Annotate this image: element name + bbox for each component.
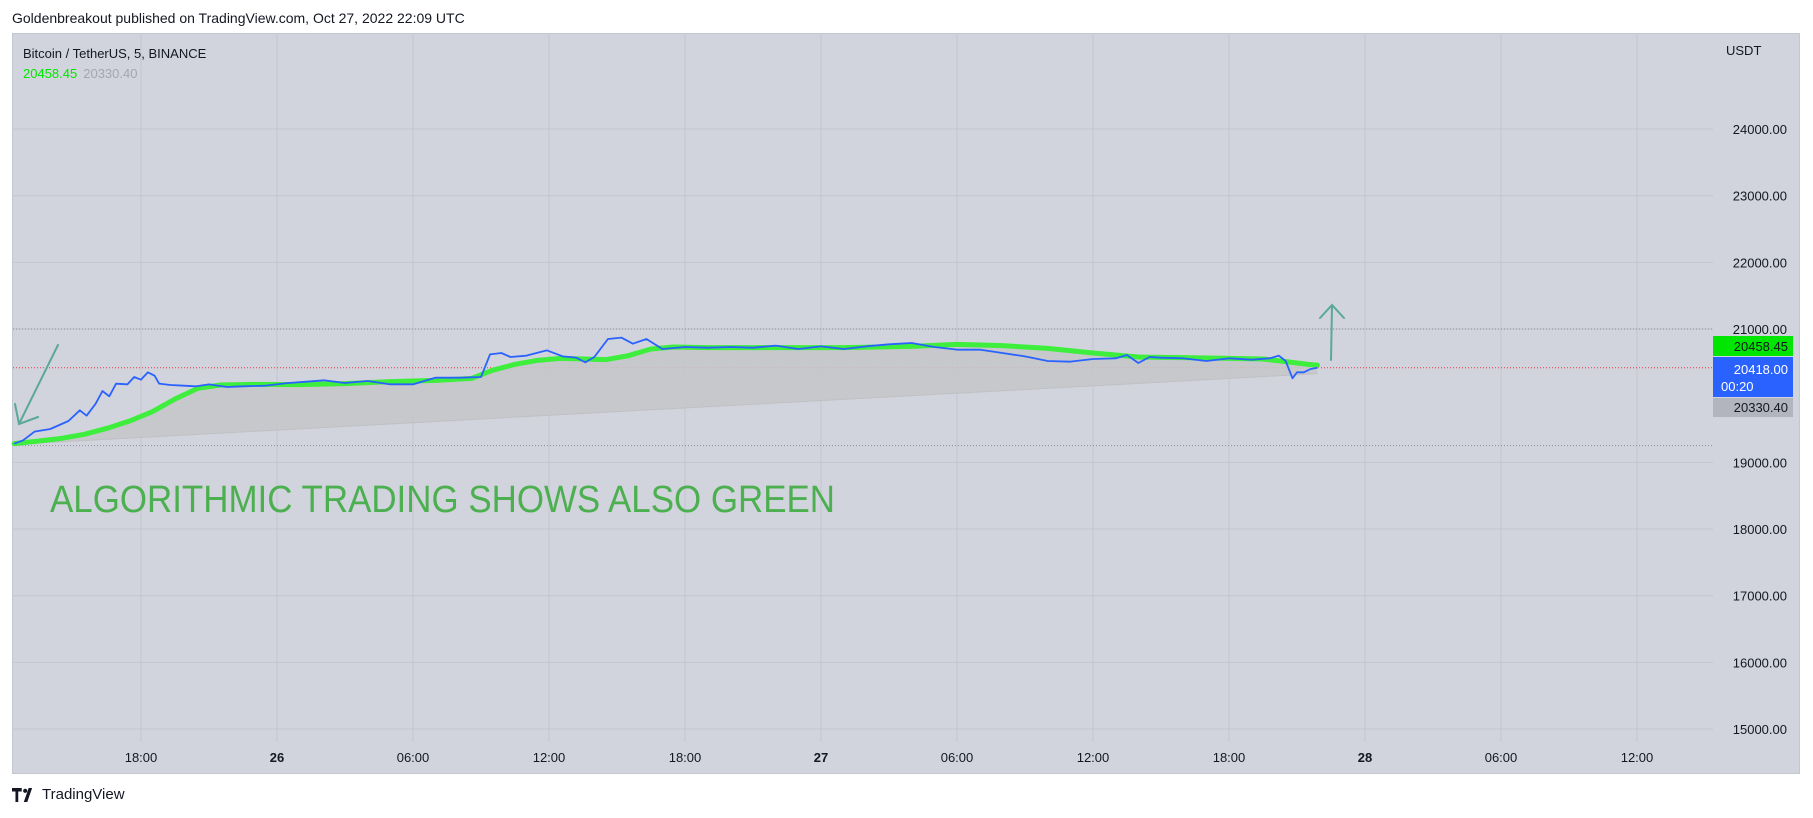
chart-series xyxy=(11,336,1320,447)
y-tick-label: 17000.00 xyxy=(1733,589,1787,604)
x-tick-label: 06:00 xyxy=(1485,750,1518,765)
annotation-text: ALGORITHMIC TRADING SHOWS ALSO GREEN xyxy=(50,479,835,521)
y-tick-label: 15000.00 xyxy=(1733,722,1787,737)
price-tags: 20458.45 20418.00 00:20 20330.40 xyxy=(1713,336,1793,417)
y-tick-label: 16000.00 xyxy=(1733,655,1787,670)
y-tick-label: 22000.00 xyxy=(1733,255,1787,270)
text-annotations: ALGORITHMIC TRADING SHOWS ALSO GREEN xyxy=(50,479,835,521)
tradingview-logo-icon xyxy=(12,787,33,802)
x-tick-label: 12:00 xyxy=(1621,750,1654,765)
price-tag-last xyxy=(1713,357,1793,397)
footer-brand-label: TradingView xyxy=(42,786,125,803)
ma-band-fill xyxy=(14,344,1318,445)
down-arrow-icon xyxy=(14,344,59,426)
x-tick-label: 26 xyxy=(270,750,284,765)
x-axis: 18:00 26 06:00 12:00 18:00 27 06:00 12:00 18:00 2… xyxy=(125,750,1654,765)
footer-brand[interactable]: TradingView xyxy=(12,786,125,803)
x-tick-label: 27 xyxy=(814,750,828,765)
legend-value-ma: 20458.45 xyxy=(23,66,78,81)
y-tick-label: 18000.00 xyxy=(1733,522,1787,537)
currency-label[interactable]: USDT xyxy=(1726,43,1762,58)
horizontal-lines xyxy=(13,328,1713,447)
y-tick-label: 24000.00 xyxy=(1733,122,1787,137)
y-tick-label: 19000.00 xyxy=(1733,455,1787,470)
legend-value-band: 20330.40 xyxy=(83,66,138,81)
arrow-annotations xyxy=(14,303,1345,426)
price-tag-ma xyxy=(1713,336,1793,356)
x-tick-label: 06:00 xyxy=(941,750,974,765)
price-tag-last-label: 20418.00 xyxy=(1734,362,1788,377)
legend-values: 20458.45 20330.40 xyxy=(23,66,137,81)
symbol-title[interactable]: Bitcoin / TetherUS, 5, BINANCE xyxy=(23,46,207,61)
publish-header: Goldenbreakout published on TradingView.… xyxy=(12,10,465,26)
lower-band-line xyxy=(14,373,1318,445)
x-tick-label: 28 xyxy=(1358,750,1372,765)
y-tick-label: 23000.00 xyxy=(1733,189,1787,204)
x-tick-label: 18:00 xyxy=(1213,750,1246,765)
up-arrow-icon xyxy=(1319,303,1345,361)
chart-fill xyxy=(14,344,1318,445)
price-tag-band xyxy=(1713,398,1793,417)
x-tick-label: 12:00 xyxy=(1077,750,1110,765)
y-tick-label: 21000.00 xyxy=(1733,322,1787,337)
x-tick-label: 12:00 xyxy=(533,750,566,765)
price-tag-ma-label: 20458.45 xyxy=(1734,339,1788,354)
price-line xyxy=(13,336,1318,445)
x-tick-label: 18:00 xyxy=(669,750,702,765)
x-tick-label: 18:00 xyxy=(125,750,158,765)
price-tag-band-label: 20330.40 xyxy=(1734,400,1788,415)
price-tag-countdown: 00:20 xyxy=(1721,379,1754,394)
x-tick-label: 06:00 xyxy=(397,750,430,765)
y-axis: 24000.00 23000.00 22000.00 21000.00 19000.00… xyxy=(1733,122,1787,737)
moving-average-line xyxy=(11,341,1320,447)
